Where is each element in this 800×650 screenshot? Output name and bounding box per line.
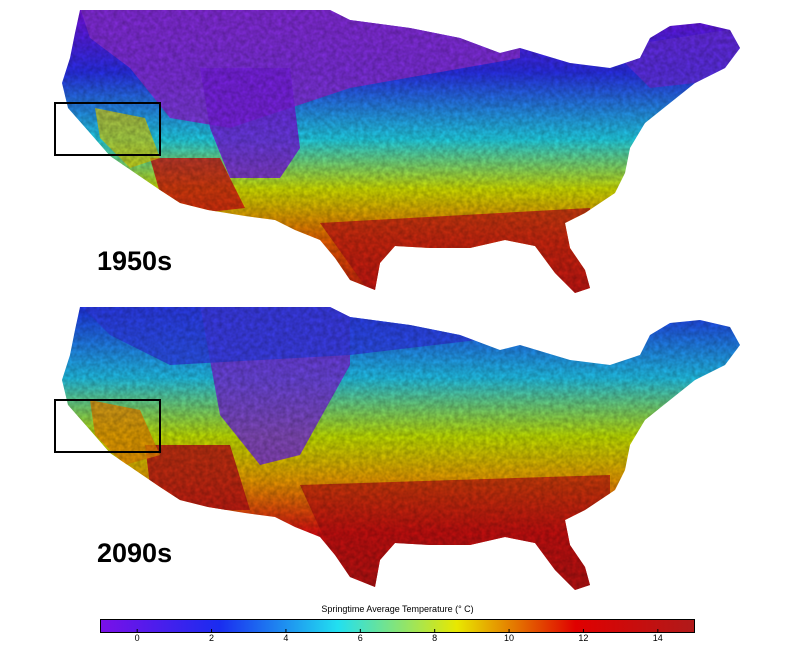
- highlight-box-california: [54, 102, 161, 156]
- us-temperature-map-1950s: [54, 10, 740, 293]
- colorbar-tick-label: 8: [432, 633, 438, 643]
- colorbar-gradient: [100, 619, 695, 633]
- colorbar-tick-label: 2: [209, 633, 215, 643]
- colorbar: [100, 619, 695, 633]
- decade-label-2090s: 2090s: [97, 538, 173, 568]
- colorbar-tick-label: 0: [134, 633, 140, 643]
- decade-label-1950s: 1950s: [97, 246, 173, 276]
- colorbar-title: Springtime Average Temperature (° C): [321, 604, 474, 614]
- map-panel-2090s: 2090s: [50, 305, 750, 597]
- colorbar-tick-label: 4: [283, 633, 289, 643]
- us-temperature-map-2090s: [54, 307, 740, 590]
- colorbar-tick-label: 14: [652, 633, 663, 643]
- colorbar-tick-label: 6: [357, 633, 363, 643]
- highlight-box-california: [54, 399, 161, 453]
- colorbar-tick-label: 12: [578, 633, 589, 643]
- map-panel-1950s: 1950s: [50, 8, 750, 300]
- colorbar-tick-label: 10: [504, 633, 515, 643]
